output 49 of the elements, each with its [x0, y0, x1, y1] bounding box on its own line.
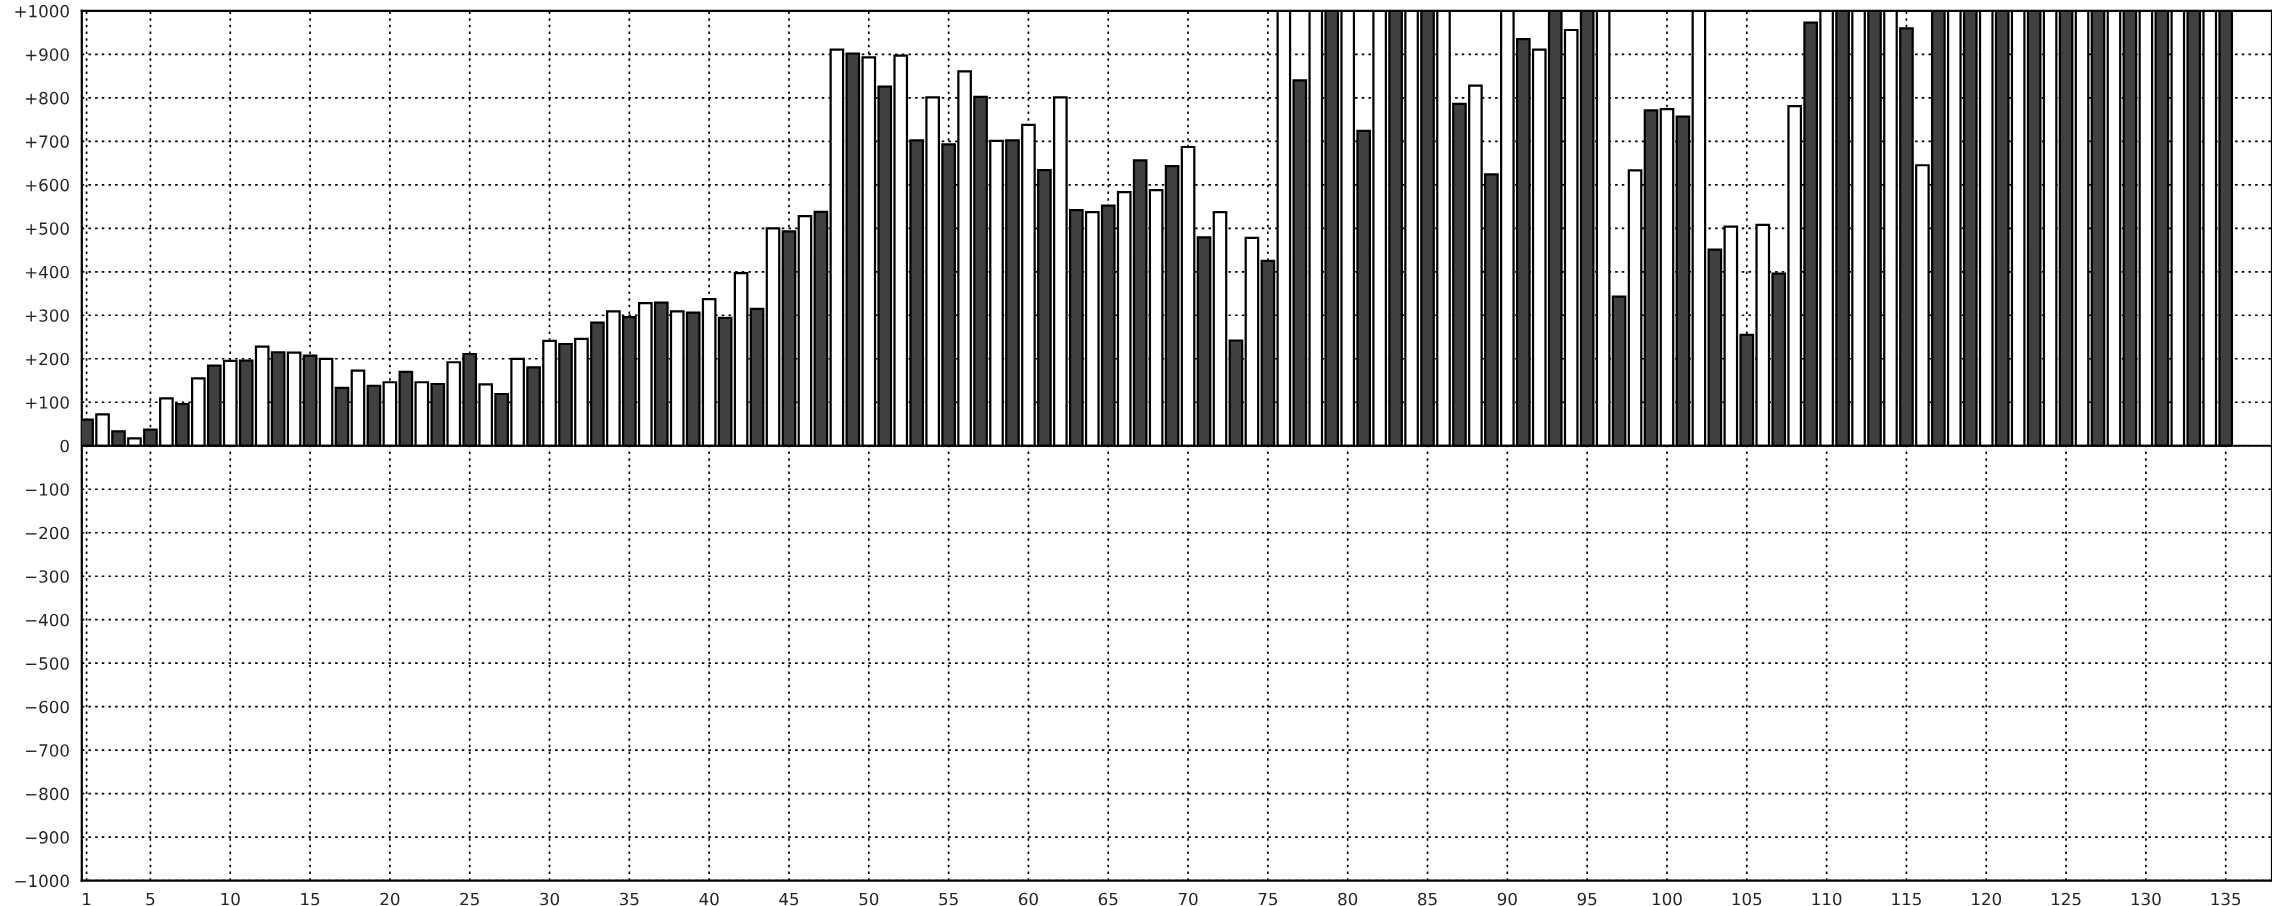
x-tick-label: 15	[301, 892, 320, 906]
x-tick-label: 95	[1577, 892, 1597, 906]
y-tick-label: +100	[25, 396, 69, 409]
x-tick-label: 90	[1497, 892, 1517, 906]
x-tick-label: 80	[1338, 892, 1358, 906]
y-tick-label: +200	[25, 352, 69, 366]
x-tick-label: 65	[1098, 892, 1118, 906]
y-tick-label: +500	[25, 222, 69, 235]
y-tick-label: +900	[25, 48, 69, 61]
y-tick-label: −500	[25, 657, 69, 670]
x-tick-label: 45	[779, 892, 799, 906]
y-tick-label: −400	[25, 613, 69, 627]
y-tick-label: −200	[25, 526, 69, 540]
x-tick-label: 1	[83, 892, 91, 906]
x-tick-label: 110	[1812, 892, 1842, 906]
y-tick-label: −900	[25, 831, 69, 844]
x-tick-label: 60	[1018, 892, 1038, 906]
y-tick-label: +800	[25, 91, 69, 105]
y-tick-label: 0	[60, 439, 69, 453]
x-tick-label: 115	[1892, 892, 1921, 906]
x-tick-label: 20	[380, 892, 400, 906]
x-tick-label: 120	[1972, 892, 2002, 906]
x-tick-label: 85	[1418, 892, 1437, 906]
y-tick-label: −800	[25, 787, 69, 801]
x-tick-label: 135	[2211, 892, 2241, 906]
y-tick-label: −600	[25, 700, 69, 714]
x-tick-label: 40	[699, 892, 719, 906]
y-tick-label: +1000	[15, 4, 69, 18]
x-tick-label: 10	[221, 892, 240, 906]
x-tick-label: 75	[1258, 892, 1278, 906]
y-tick-label: +600	[25, 178, 69, 192]
x-tick-label: 35	[620, 892, 639, 906]
x-tick-label: 100	[1652, 892, 1682, 906]
x-tick-label: 130	[2131, 892, 2161, 906]
x-tick-label: 30	[540, 892, 560, 906]
x-tick-label: 105	[1732, 892, 1762, 906]
x-tick-label: 70	[1178, 892, 1198, 906]
y-tick-label: −300	[25, 570, 69, 583]
x-tick-label: 55	[939, 892, 958, 906]
y-tick-label: +400	[25, 265, 69, 279]
x-tick-label: 125	[2051, 892, 2081, 906]
x-tick-label: 50	[859, 892, 879, 906]
x-tick-label: 25	[460, 892, 479, 906]
y-tick-label: −700	[25, 744, 69, 757]
y-tick-label: +300	[25, 309, 69, 322]
y-tick-label: −1000	[15, 874, 69, 888]
x-tick-label: 5	[146, 892, 155, 906]
y-tick-label: +700	[25, 135, 69, 148]
y-tick-label: −100	[25, 483, 69, 496]
